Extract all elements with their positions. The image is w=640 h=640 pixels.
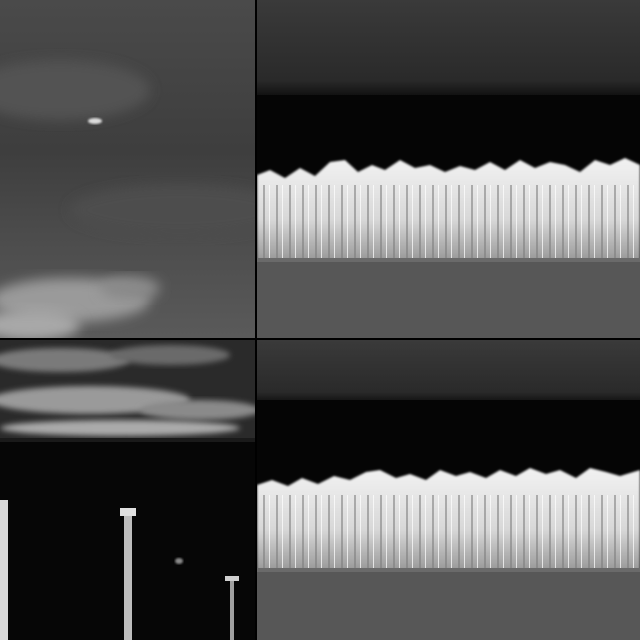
panel-forest (257, 340, 640, 640)
panel-sky (0, 0, 255, 338)
panel-forest (257, 0, 640, 338)
panel-poles (0, 340, 255, 640)
